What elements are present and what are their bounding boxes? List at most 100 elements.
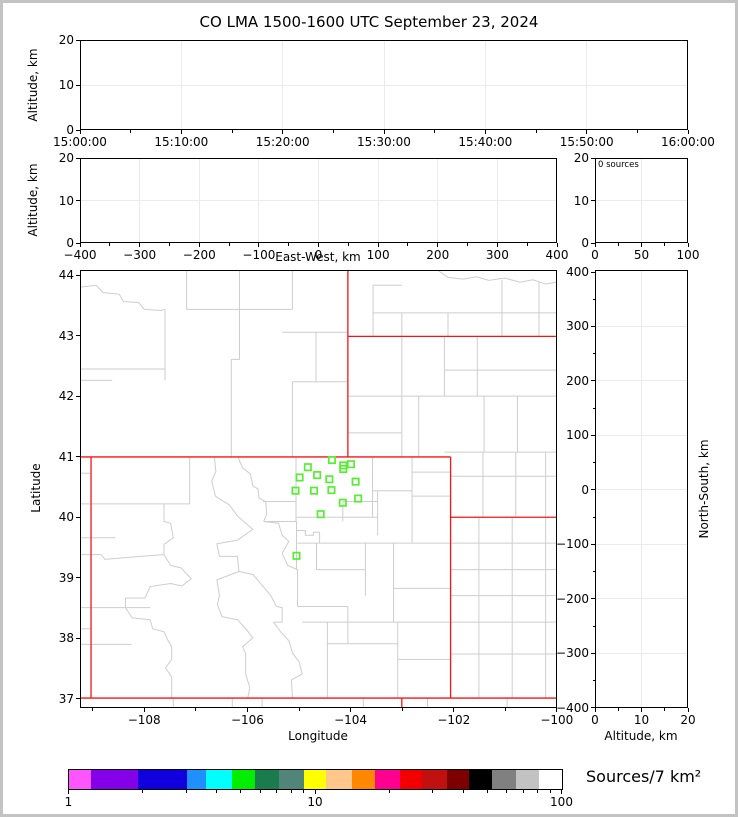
y-tick (591, 242, 595, 244)
county-boundary (211, 456, 217, 497)
colorbar-segment (206, 770, 233, 789)
y-tick-label: 41 (58, 449, 74, 464)
gridline (595, 325, 688, 327)
x-minor-tick (664, 243, 666, 246)
x-tick (484, 130, 486, 134)
x-minor-tick (231, 130, 233, 133)
x-tick (79, 243, 81, 247)
x-tick (383, 130, 385, 134)
colorbar-minor-tick (549, 790, 551, 793)
y-tick-label: −400 (556, 700, 589, 715)
altitude-histogram-panel (595, 158, 688, 243)
x-minor-tick (168, 243, 170, 246)
x-minor-tick (535, 130, 537, 133)
y-tick (76, 456, 80, 458)
x-tick (594, 708, 596, 712)
x-tick (556, 708, 558, 712)
ns-height-ylabel: North-South, km (697, 439, 711, 539)
gridline (595, 652, 688, 654)
x-minor-tick (228, 243, 230, 246)
y-tick-label: 42 (58, 389, 74, 404)
lma-station-marker (313, 471, 322, 480)
x-tick-label: 15:00:00 (53, 135, 107, 149)
colorbar-tick (314, 790, 316, 794)
lma-station-marker (291, 486, 300, 495)
y-tick-label: 300 (566, 319, 589, 334)
source-count-annotation: 0 sources (598, 160, 639, 170)
colorbar-minor-tick (462, 790, 464, 793)
county-boundary (81, 554, 165, 560)
y-minor-tick (592, 298, 595, 300)
county-boundary (263, 520, 298, 571)
x-tick (258, 243, 260, 247)
y-tick (76, 637, 80, 639)
y-tick (76, 335, 80, 337)
x-minor-tick (92, 708, 94, 711)
y-tick-label: 38 (58, 631, 74, 646)
x-minor-tick (617, 243, 619, 246)
y-tick (76, 577, 80, 579)
y-tick (76, 200, 80, 201)
x-minor-tick (617, 708, 619, 711)
x-tick (594, 243, 596, 247)
colorbar-minor-tick (290, 790, 292, 793)
colorbar-segment (232, 770, 256, 789)
y-tick (591, 200, 595, 201)
county-boundary (124, 554, 192, 608)
county-boundary (216, 571, 240, 605)
county-boundary (216, 604, 254, 699)
y-tick-label: −300 (556, 646, 589, 661)
county-boundary (273, 621, 303, 699)
colorbar-segment (421, 770, 447, 789)
x-tick (318, 243, 319, 247)
map-ylabel: Latitude (29, 463, 43, 513)
x-tick (687, 243, 689, 247)
y-tick (76, 242, 80, 244)
y-tick-label: 10 (58, 193, 74, 208)
gridline (595, 200, 688, 201)
x-tick-label: −104 (334, 713, 368, 727)
x-tick-label: −106 (230, 713, 264, 727)
y-tick (591, 543, 595, 545)
y-tick-label: 10 (58, 78, 74, 92)
x-tick (143, 708, 145, 712)
colorbar-label: Sources/7 km² (586, 767, 702, 786)
lma-station-marker (351, 477, 360, 486)
x-tick-label: 0 (591, 713, 599, 727)
colorbar-segment (304, 770, 326, 789)
colorbar-segment (375, 770, 400, 789)
lma-station-marker (354, 494, 363, 503)
y-tick-label: 10 (573, 193, 589, 208)
x-minor-tick (288, 243, 290, 246)
north-south-height-panel (595, 270, 688, 708)
x-minor-tick (526, 243, 528, 246)
gridline (595, 380, 688, 382)
x-tick-label: 15:20:00 (255, 135, 310, 149)
lma-station-marker (295, 473, 304, 482)
lma-station-marker (338, 498, 347, 507)
county-boundary (230, 309, 240, 457)
county-boundary (237, 456, 268, 522)
y-tick (591, 271, 595, 273)
x-minor-tick (434, 130, 436, 133)
x-tick-label: −300 (123, 248, 157, 262)
colorbar-segment (469, 770, 492, 789)
y-tick (76, 129, 80, 131)
county-boundary (372, 284, 402, 337)
colorbar-tick-label: 10 (307, 795, 323, 809)
x-tick-label: 400 (545, 248, 569, 262)
colorbar-segment (325, 770, 352, 789)
colorbar-minor-tick (506, 790, 508, 793)
gridline (595, 434, 688, 436)
colorbar-minor-tick (388, 790, 390, 793)
x-tick-label: 16:00:00 (661, 135, 715, 149)
x-tick-label: 20 (680, 713, 696, 727)
colorbar-segment (91, 770, 138, 789)
map-xlabel: Longitude (288, 729, 348, 743)
y-tick-label: 44 (58, 268, 74, 283)
colorbar-segment (278, 770, 305, 789)
x-tick-label: 15:10:00 (154, 135, 209, 149)
y-tick-label: 0 (66, 123, 74, 137)
county-boundary (238, 571, 283, 623)
x-tick-label: −400 (63, 248, 97, 262)
